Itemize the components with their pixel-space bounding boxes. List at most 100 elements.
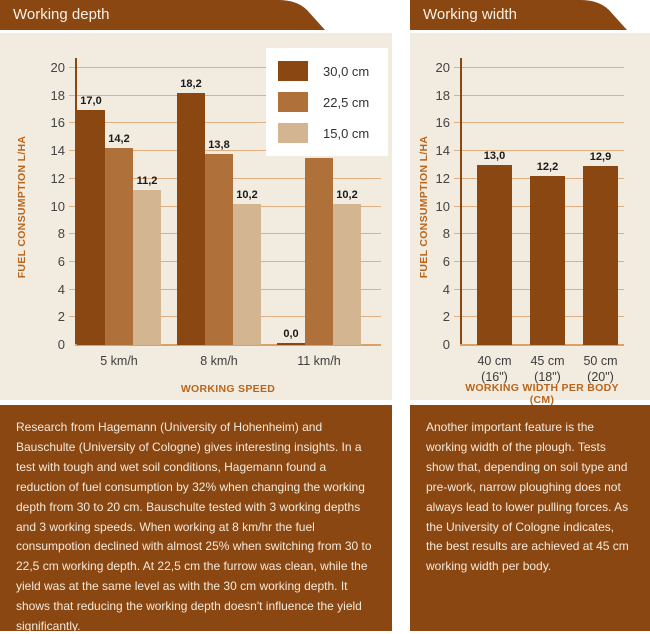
x-category-label-line: (18") [534, 370, 561, 385]
y-tick-label: 20 [50, 60, 65, 75]
y-tick-label: 0 [442, 337, 450, 352]
y-tick-label: 2 [57, 309, 65, 324]
gridline [69, 150, 381, 151]
x-category-label-line: (20") [587, 370, 614, 385]
x-category-label-line: 8 km/h [200, 354, 238, 368]
bar [277, 343, 305, 345]
y-tick-label: 18 [50, 88, 65, 103]
x-category-label-line: 40 cm [477, 354, 512, 368]
legend-label: 30,0 cm [323, 63, 370, 79]
x-category-label: 8 km/h [169, 353, 269, 369]
x-category-label-line: 45 cm [530, 354, 565, 368]
panel-title: Working depth [13, 6, 110, 23]
x-category-label-line: 50 cm [583, 354, 618, 368]
y-tick-label: 16 [50, 115, 65, 130]
bar [233, 204, 261, 345]
y-tick-label: 10 [435, 199, 450, 214]
y-axis-line [460, 58, 462, 345]
y-tick-label: 10 [50, 199, 65, 214]
gridline [69, 122, 381, 123]
gridline [454, 95, 624, 96]
legend-swatch [278, 92, 308, 112]
legend-swatch [278, 61, 308, 81]
y-tick-label: 6 [57, 254, 65, 269]
bar [105, 148, 133, 345]
bar [133, 190, 161, 345]
y-tick-label: 4 [442, 282, 450, 297]
x-category-label: 11 km/h [269, 353, 369, 369]
x-category-label: 50 cm (20") [551, 353, 650, 386]
y-tick-label: 12 [435, 171, 450, 186]
bar-value-label: 11,2 [136, 175, 158, 187]
bar [477, 165, 512, 345]
y-axis-line [75, 58, 77, 345]
x-axis-title: WORKING SPEED [180, 383, 276, 395]
y-tick-label: 0 [57, 337, 65, 352]
y-tick-label: 8 [57, 226, 65, 241]
bar-value-label: 10,2 [236, 189, 258, 201]
gridline [69, 67, 381, 68]
bar-value-label: 12,2 [536, 161, 559, 173]
y-tick-label: 6 [442, 254, 450, 269]
x-axis-line [75, 344, 381, 346]
x-axis-title: WORKING WIDTH PER BODY (CM) [465, 382, 619, 406]
x-category-label-line: 5 km/h [100, 354, 138, 368]
bar-value-label: 12,9 [589, 151, 612, 163]
bar-value-label: 17,0 [80, 95, 102, 107]
y-tick-label: 18 [435, 88, 450, 103]
bar [205, 154, 233, 345]
working-depth-chart: 0 2 4 6 8 10 12 14 16 18 20 17,0 14,2 11,2 5 km/h 18,2 1… [0, 33, 392, 400]
x-category-label-line: 11 km/h [297, 354, 341, 368]
legend-item: 30,0 cm [278, 61, 388, 81]
working-depth-text: Research from Hagemann (University of Ho… [0, 405, 392, 633]
y-tick-label: 8 [442, 226, 450, 241]
bar [583, 166, 618, 345]
y-tick-label: 12 [50, 171, 65, 186]
x-axis-line [460, 344, 624, 346]
bar-value-label: 13,8 [208, 139, 230, 151]
plot-area: 0 2 4 6 8 10 12 14 16 18 20 13,0 40 cm (16") 12,2 45 cm… [436, 58, 624, 406]
working-width-chart: 0 2 4 6 8 10 12 14 16 18 20 13,0 40 cm (16") 12,2 45 cm… [410, 33, 650, 406]
gridline [454, 150, 624, 151]
plot-area: 0 2 4 6 8 10 12 14 16 18 20 17,0 14,2 11,2 5 km/h 18,2 1… [51, 58, 381, 395]
gridline [69, 95, 381, 96]
x-category-label: 5 km/h [69, 353, 169, 369]
y-tick-label: 2 [442, 309, 450, 324]
y-axis-title: FUEL CONSUMPTION L/HA [418, 135, 430, 278]
bar-value-label: 18,2 [180, 78, 202, 90]
bar [333, 204, 361, 345]
bar-value-label: 10,2 [336, 189, 358, 201]
header-ribbon-shape [410, 0, 627, 30]
bar-value-label: 13,0 [483, 150, 506, 162]
working-depth-panel: Working depth 0 2 4 6 8 10 12 14 16 18 20 17,0 14,2 1… [0, 0, 392, 633]
legend-swatch [278, 123, 308, 143]
x-category-label: 40 cm (16") [445, 353, 545, 386]
x-category-label-line: (16") [481, 370, 508, 385]
working-width-header: Working width [410, 0, 650, 30]
bar [305, 158, 333, 345]
y-tick-label: 4 [57, 282, 65, 297]
legend: 30,0 cm 22,5 cm 15,0 cm [266, 48, 388, 156]
gridline [454, 67, 624, 68]
gridline [454, 122, 624, 123]
working-depth-header: Working depth [0, 0, 392, 30]
bar [177, 93, 205, 345]
working-width-text: Another important feature is the working… [410, 405, 650, 631]
y-tick-label: 16 [435, 115, 450, 130]
header-ribbon-shape [0, 0, 325, 30]
y-tick-label: 20 [435, 60, 450, 75]
bar-value-label: 0,0 [283, 328, 299, 340]
bar [530, 176, 565, 345]
legend-item: 15,0 cm [278, 123, 388, 143]
panel-title: Working width [423, 6, 517, 23]
bar-value-label: 14,2 [108, 133, 130, 145]
y-tick-label: 14 [50, 143, 65, 158]
x-category-label: 45 cm (18") [498, 353, 598, 386]
working-width-panel: Working width 0 2 4 6 8 10 12 14 16 18 20 13,0 40 cm… [410, 0, 650, 631]
legend-item: 22,5 cm [278, 92, 388, 112]
legend-label: 15,0 cm [323, 125, 370, 141]
legend-label: 22,5 cm [323, 94, 370, 110]
bar [77, 110, 105, 345]
y-tick-label: 14 [435, 143, 450, 158]
